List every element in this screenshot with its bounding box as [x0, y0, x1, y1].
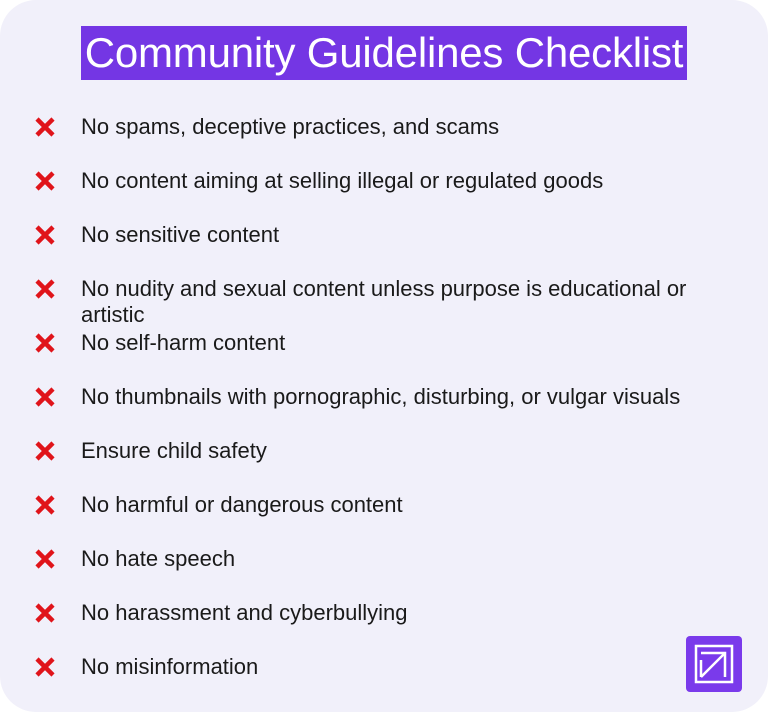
title-wrap: Community Guidelines Checklist [0, 26, 768, 80]
brand-logo-icon [686, 636, 742, 692]
x-mark-icon [34, 440, 56, 462]
x-mark-icon [34, 548, 56, 570]
list-item-text: No hate speech [81, 546, 236, 571]
x-mark-icon [34, 494, 56, 516]
list-item-text: No misinformation [81, 654, 259, 679]
list-item-text: No nudity and sexual content unless purp… [81, 276, 687, 327]
list-item-text: No spams, deceptive practices, and scams [81, 114, 500, 139]
x-mark-icon [34, 116, 56, 138]
list-item-text: No harmful or dangerous content [81, 492, 403, 517]
x-mark-icon [34, 170, 56, 192]
x-mark-icon [34, 602, 56, 624]
list-item-text: No harassment and cyberbullying [81, 600, 408, 625]
x-mark-icon [34, 224, 56, 246]
x-mark-icon [34, 278, 56, 300]
list-item-text: No sensitive content [81, 222, 280, 247]
list-item-text: Ensure child safety [81, 438, 267, 463]
list-item-text: No thumbnails with pornographic, disturb… [81, 384, 681, 409]
x-mark-icon [34, 332, 56, 354]
list-item-text: No self-harm content [81, 330, 286, 355]
list-item-text: No content aiming at selling illegal or … [81, 168, 604, 193]
x-mark-icon [34, 386, 56, 408]
page-title: Community Guidelines Checklist [80, 26, 688, 80]
x-mark-icon [34, 656, 56, 678]
